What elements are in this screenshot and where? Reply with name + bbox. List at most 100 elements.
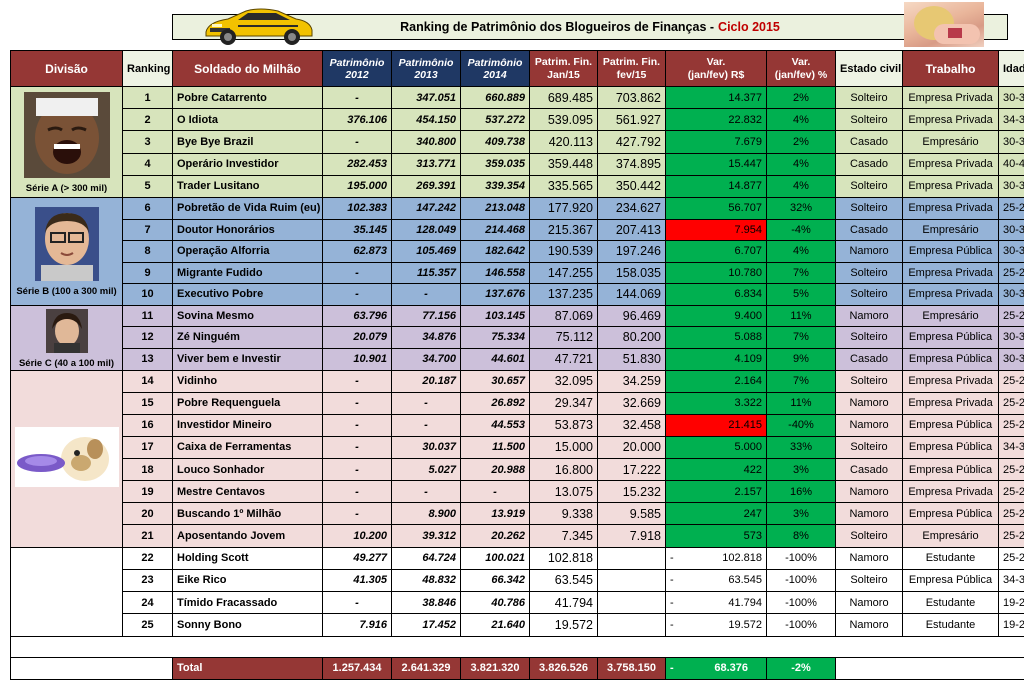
- total-label: Total: [173, 658, 323, 680]
- var-pct-cell: 33%: [767, 436, 836, 458]
- patrimonio-cell: -: [323, 262, 392, 284]
- patrim-jan-cell: 53.873: [530, 414, 598, 436]
- estado-civil-cell: Casado: [836, 153, 903, 175]
- idade-cell: 30-34: [999, 241, 1024, 263]
- total-p13: 2.641.329: [392, 658, 461, 680]
- idade-cell: 30-34: [999, 219, 1024, 241]
- estado-civil-cell: Namoro: [836, 305, 903, 327]
- patrim-fev-cell: 32.669: [598, 392, 666, 414]
- rank-cell: 15: [123, 392, 173, 414]
- trabalho-cell: Empresa Privada: [903, 153, 999, 175]
- patrimonio-cell: 147.242: [392, 198, 461, 220]
- patrim-fev-cell: 17.222: [598, 459, 666, 481]
- total-jan: 3.826.526: [530, 658, 598, 680]
- patrim-fev-cell: 96.469: [598, 305, 666, 327]
- name-cell: Viver bem e Investir: [173, 348, 323, 370]
- patrimonio-cell: 44.553: [461, 414, 530, 436]
- rank-cell: 5: [123, 175, 173, 197]
- var-rs-cell: 5.088: [666, 327, 767, 349]
- car-image: [198, 2, 318, 48]
- division-cell-e: [11, 547, 123, 636]
- name-cell: Executivo Pobre: [173, 284, 323, 306]
- trabalho-cell: Empresa Pública: [903, 241, 999, 263]
- patrim-fev-cell: 144.069: [598, 284, 666, 306]
- patrimonio-cell: 339.354: [461, 175, 530, 197]
- patrimonio-cell: 13.919: [461, 503, 530, 525]
- title-main: Ranking de Patrimônio dos Blogueiros de …: [400, 20, 714, 34]
- estado-civil-cell: Solteiro: [836, 284, 903, 306]
- patrim-jan-cell: 32.095: [530, 370, 598, 392]
- idade-cell: 19-24: [999, 614, 1024, 636]
- patrimonio-cell: 34.876: [392, 327, 461, 349]
- idade-cell: 34-39: [999, 436, 1024, 458]
- var-pct-cell: 7%: [767, 327, 836, 349]
- spacer-cell: [11, 636, 1024, 658]
- patrimonio-cell: 10.200: [323, 525, 392, 547]
- patrim-jan-cell: 539.095: [530, 109, 598, 131]
- patrim-fev-cell: 9.585: [598, 503, 666, 525]
- trabalho-cell: Empresa Privada: [903, 262, 999, 284]
- header-estado-civil: Estado civil: [836, 51, 903, 87]
- estado-civil-cell: Casado: [836, 459, 903, 481]
- patrimonio-cell: 40.786: [461, 592, 530, 614]
- patrim-fev-cell: [598, 614, 666, 636]
- total-dash: -: [670, 662, 674, 674]
- patrimonio-cell: 182.642: [461, 241, 530, 263]
- var-rs-cell: -41.794: [666, 592, 767, 614]
- estado-civil-cell: Solteiro: [836, 436, 903, 458]
- name-cell: O Idiota: [173, 109, 323, 131]
- rank-cell: 9: [123, 262, 173, 284]
- idade-cell: 25-29: [999, 525, 1024, 547]
- patrimonio-cell: 102.383: [323, 198, 392, 220]
- patrimonio-cell: 537.272: [461, 109, 530, 131]
- var-pct-cell: 4%: [767, 153, 836, 175]
- estado-civil-cell: Namoro: [836, 547, 903, 569]
- patrim-jan-cell: 63.545: [530, 569, 598, 591]
- patrimonio-cell: -: [323, 131, 392, 153]
- name-cell: Bye Bye Brazil: [173, 131, 323, 153]
- total-p12: 1.257.434: [323, 658, 392, 680]
- trabalho-cell: Empresa Pública: [903, 414, 999, 436]
- rank-cell: 20: [123, 503, 173, 525]
- rank-cell: 1: [123, 87, 173, 109]
- patrimonio-cell: 20.988: [461, 459, 530, 481]
- patrimonio-cell: 105.469: [392, 241, 461, 263]
- total-var-rs-value: 68.376: [714, 662, 748, 674]
- dash-mark: -: [670, 597, 674, 609]
- total-var-rs: - 68.376: [666, 658, 767, 680]
- rank-cell: 21: [123, 525, 173, 547]
- patrim-fev-cell: 374.895: [598, 153, 666, 175]
- patrimonio-cell: 313.771: [392, 153, 461, 175]
- patrimonio-cell: -: [392, 392, 461, 414]
- idade-cell: 25-29: [999, 370, 1024, 392]
- patrimonio-cell: 20.079: [323, 327, 392, 349]
- var-rs-value: 102.818: [722, 552, 762, 564]
- trabalho-cell: Empresa Pública: [903, 436, 999, 458]
- header-divisao: Divisão: [11, 51, 123, 87]
- var-rs-cell: 7.954: [666, 219, 767, 241]
- trabalho-cell: Empresa Privada: [903, 370, 999, 392]
- patrim-fev-cell: [598, 547, 666, 569]
- patrimonio-cell: -: [392, 481, 461, 503]
- var-rs-cell: 573: [666, 525, 767, 547]
- name-cell: Trader Lusitano: [173, 175, 323, 197]
- var-rs-cell: 6.707: [666, 241, 767, 263]
- name-cell: Holding Scott: [173, 547, 323, 569]
- idade-cell: 30-34: [999, 175, 1024, 197]
- estado-civil-cell: Solteiro: [836, 525, 903, 547]
- name-cell: Migrante Fudido: [173, 262, 323, 284]
- name-cell: Sovina Mesmo: [173, 305, 323, 327]
- idade-cell: 25-29: [999, 198, 1024, 220]
- patrim-fev-cell: [598, 569, 666, 591]
- patrimonio-cell: -: [323, 392, 392, 414]
- division-cell-c: Série C (40 a 100 mil): [11, 305, 123, 370]
- patrimonio-cell: 30.657: [461, 370, 530, 392]
- patrimonio-cell: -: [323, 481, 392, 503]
- idade-cell: 34-39: [999, 109, 1024, 131]
- trabalho-cell: Estudante: [903, 614, 999, 636]
